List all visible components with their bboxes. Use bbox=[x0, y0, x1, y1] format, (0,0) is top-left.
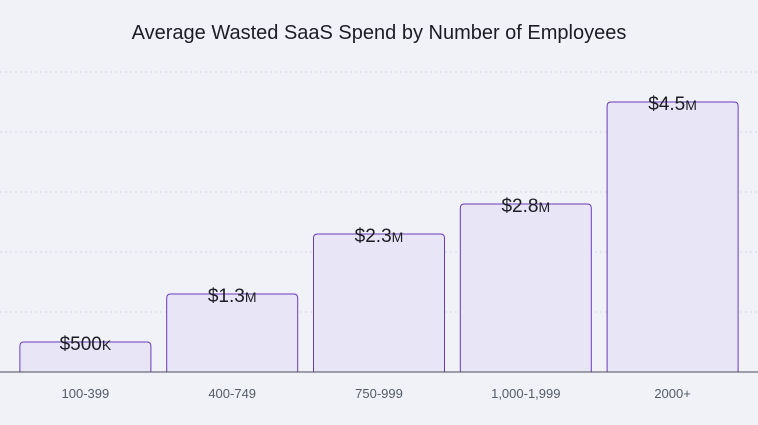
value-label-2: $1.3M bbox=[208, 286, 257, 307]
bar-2 bbox=[166, 293, 299, 372]
value-label-4: $2.8M bbox=[501, 196, 550, 217]
value-suffix: M bbox=[392, 229, 404, 245]
value-amount: $2.3 bbox=[355, 226, 392, 247]
category-label-3: 750-999 bbox=[355, 386, 403, 401]
value-amount: $2.8 bbox=[501, 196, 538, 217]
value-suffix: M bbox=[245, 289, 257, 305]
value-amount: $1.3 bbox=[208, 286, 245, 307]
value-suffix: M bbox=[685, 97, 697, 113]
value-label-3: $2.3M bbox=[355, 226, 404, 247]
bar-4 bbox=[459, 203, 592, 372]
category-label-4: 1,000-1,999 bbox=[491, 386, 560, 401]
value-label-5: $4.5M bbox=[648, 94, 697, 115]
value-suffix: K bbox=[102, 337, 112, 353]
bar-5 bbox=[606, 101, 739, 372]
category-label-2: 400-749 bbox=[208, 386, 256, 401]
bar-3 bbox=[313, 233, 445, 372]
value-suffix: M bbox=[538, 199, 550, 215]
value-amount: $500 bbox=[60, 334, 102, 355]
bar-1 bbox=[19, 341, 152, 372]
chart-title: Average Wasted SaaS Spend by Number of E… bbox=[131, 22, 627, 44]
value-amount: $4.5 bbox=[648, 94, 685, 115]
category-label-1: 100-399 bbox=[62, 386, 110, 401]
value-label-1: $500K bbox=[60, 334, 112, 355]
category-label-5: 2000+ bbox=[654, 386, 691, 401]
